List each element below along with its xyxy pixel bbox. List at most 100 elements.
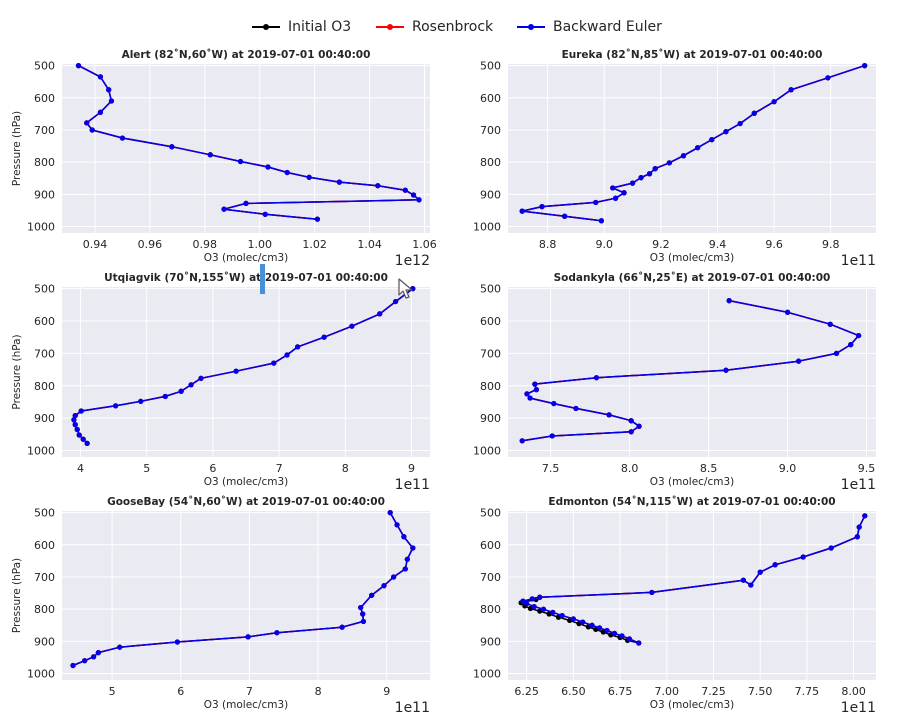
x-axis-label: O3 (molec/cm3) — [204, 476, 289, 488]
data-point-backward-euler — [339, 624, 345, 630]
y-tick-label: 900 — [34, 188, 55, 201]
x-tick-label: 1.02 — [302, 238, 327, 251]
x-tick-label: 9.0 — [595, 238, 613, 251]
y-tick-label: 1000 — [27, 221, 55, 234]
data-point-backward-euler — [757, 569, 763, 575]
data-point-backward-euler — [533, 387, 540, 393]
data-point-backward-euler — [262, 211, 268, 217]
data-point-backward-euler — [737, 120, 743, 127]
y-tick-label: 500 — [34, 283, 55, 296]
x-offset-label: 1e11 — [841, 253, 876, 269]
data-point-backward-euler — [573, 405, 579, 412]
data-point-backward-euler — [174, 639, 180, 645]
plot-area-2 — [62, 287, 430, 457]
text-cursor-icon — [260, 264, 265, 294]
data-point-backward-euler — [611, 630, 618, 636]
x-axis-label: O3 (molec/cm3) — [204, 699, 289, 711]
data-point-backward-euler — [416, 197, 422, 203]
y-tick-label: 1000 — [473, 668, 501, 681]
legend-label: Rosenbrock — [412, 19, 494, 35]
data-point-backward-euler — [638, 175, 644, 181]
y-tick-label: 500 — [480, 60, 501, 73]
data-point-backward-euler — [784, 309, 791, 315]
data-point-backward-euler — [621, 190, 627, 196]
data-point-backward-euler — [375, 183, 381, 189]
data-point-backward-euler — [519, 208, 525, 214]
data-point-backward-euler — [604, 627, 610, 634]
data-point-backward-euler — [539, 204, 545, 210]
x-tick-label: 7 — [276, 462, 283, 475]
y-tick-label: 1000 — [473, 445, 501, 458]
legend-label: Initial O3 — [288, 19, 352, 35]
plot-area-0 — [62, 64, 430, 233]
data-point-backward-euler — [392, 298, 399, 305]
x-tick-label: 6 — [209, 462, 216, 475]
data-point-backward-euler — [387, 510, 393, 516]
data-point-backward-euler — [97, 74, 104, 80]
data-point-backward-euler — [80, 436, 86, 442]
data-point-backward-euler — [82, 658, 88, 664]
x-tick-label: 7.50 — [748, 685, 773, 698]
x-tick-label: 0.98 — [193, 238, 218, 251]
y-tick-label: 500 — [34, 60, 55, 73]
data-point-backward-euler — [410, 192, 417, 198]
data-point-backward-euler — [274, 630, 280, 636]
data-point-backward-euler — [377, 311, 383, 317]
data-point-backward-euler — [108, 98, 115, 104]
x-tick-label: 8 — [342, 462, 349, 475]
x-tick-label: 1.00 — [247, 238, 272, 251]
data-point-backward-euler — [619, 633, 625, 639]
data-point-backward-euler — [237, 158, 244, 165]
data-point-backward-euler — [198, 375, 204, 381]
x-offset-label: 1e12 — [395, 253, 430, 269]
x-tick-label: 9.0 — [779, 462, 797, 475]
data-point-backward-euler — [369, 592, 375, 598]
data-point-backward-euler — [726, 298, 732, 304]
data-point-backward-euler — [178, 388, 184, 394]
x-tick-label: 1.06 — [412, 238, 437, 251]
chart-title: GooseBay (54˚N,60˚W) at 2019-07-01 00:40… — [107, 496, 385, 508]
data-point-backward-euler — [117, 644, 123, 650]
data-point-backward-euler — [606, 412, 612, 418]
data-point-backward-euler — [570, 616, 576, 622]
y-tick-label: 800 — [34, 380, 55, 393]
data-point-backward-euler — [78, 408, 84, 414]
data-point-backward-euler — [800, 554, 806, 560]
x-offset-label: 1e11 — [841, 700, 876, 716]
y-tick-label: 700 — [34, 347, 55, 360]
data-point-backward-euler — [709, 137, 715, 143]
y-tick-label: 700 — [480, 571, 501, 584]
data-point-backward-euler — [72, 412, 78, 419]
data-point-backward-euler — [410, 545, 416, 551]
data-point-backward-euler — [649, 589, 655, 596]
y-tick-label: 900 — [480, 188, 501, 201]
x-tick-label: 7.00 — [655, 685, 680, 698]
plot-area-5 — [508, 511, 876, 680]
data-point-backward-euler — [72, 422, 78, 428]
plot-area-1 — [508, 64, 876, 233]
x-tick-label: 5 — [109, 685, 116, 698]
data-point-backward-euler — [106, 87, 112, 93]
data-point-backward-euler — [626, 636, 633, 642]
data-point-backward-euler — [629, 180, 636, 186]
y-tick-label: 800 — [480, 380, 501, 393]
chart-title: Eureka (82˚N,85˚W) at 2019-07-01 00:40:0… — [562, 49, 823, 61]
x-tick-label: 0.94 — [83, 238, 108, 251]
legend-swatch-initial-o3 — [252, 22, 280, 32]
data-point-backward-euler — [89, 127, 95, 133]
data-point-backward-euler — [537, 594, 543, 600]
data-point-backward-euler — [284, 352, 290, 358]
x-offset-label: 1e11 — [841, 477, 876, 493]
data-point-backward-euler — [381, 583, 387, 589]
data-point-backward-euler — [360, 618, 367, 625]
data-point-backward-euler — [723, 129, 729, 135]
data-point-backward-euler — [76, 432, 82, 438]
data-point-backward-euler — [772, 562, 778, 568]
data-point-backward-euler — [562, 213, 568, 219]
data-point-backward-euler — [580, 619, 586, 625]
y-tick-label: 700 — [34, 124, 55, 137]
y-tick-label: 600 — [34, 92, 55, 105]
data-point-backward-euler — [265, 164, 271, 170]
data-point-backward-euler — [119, 135, 126, 141]
